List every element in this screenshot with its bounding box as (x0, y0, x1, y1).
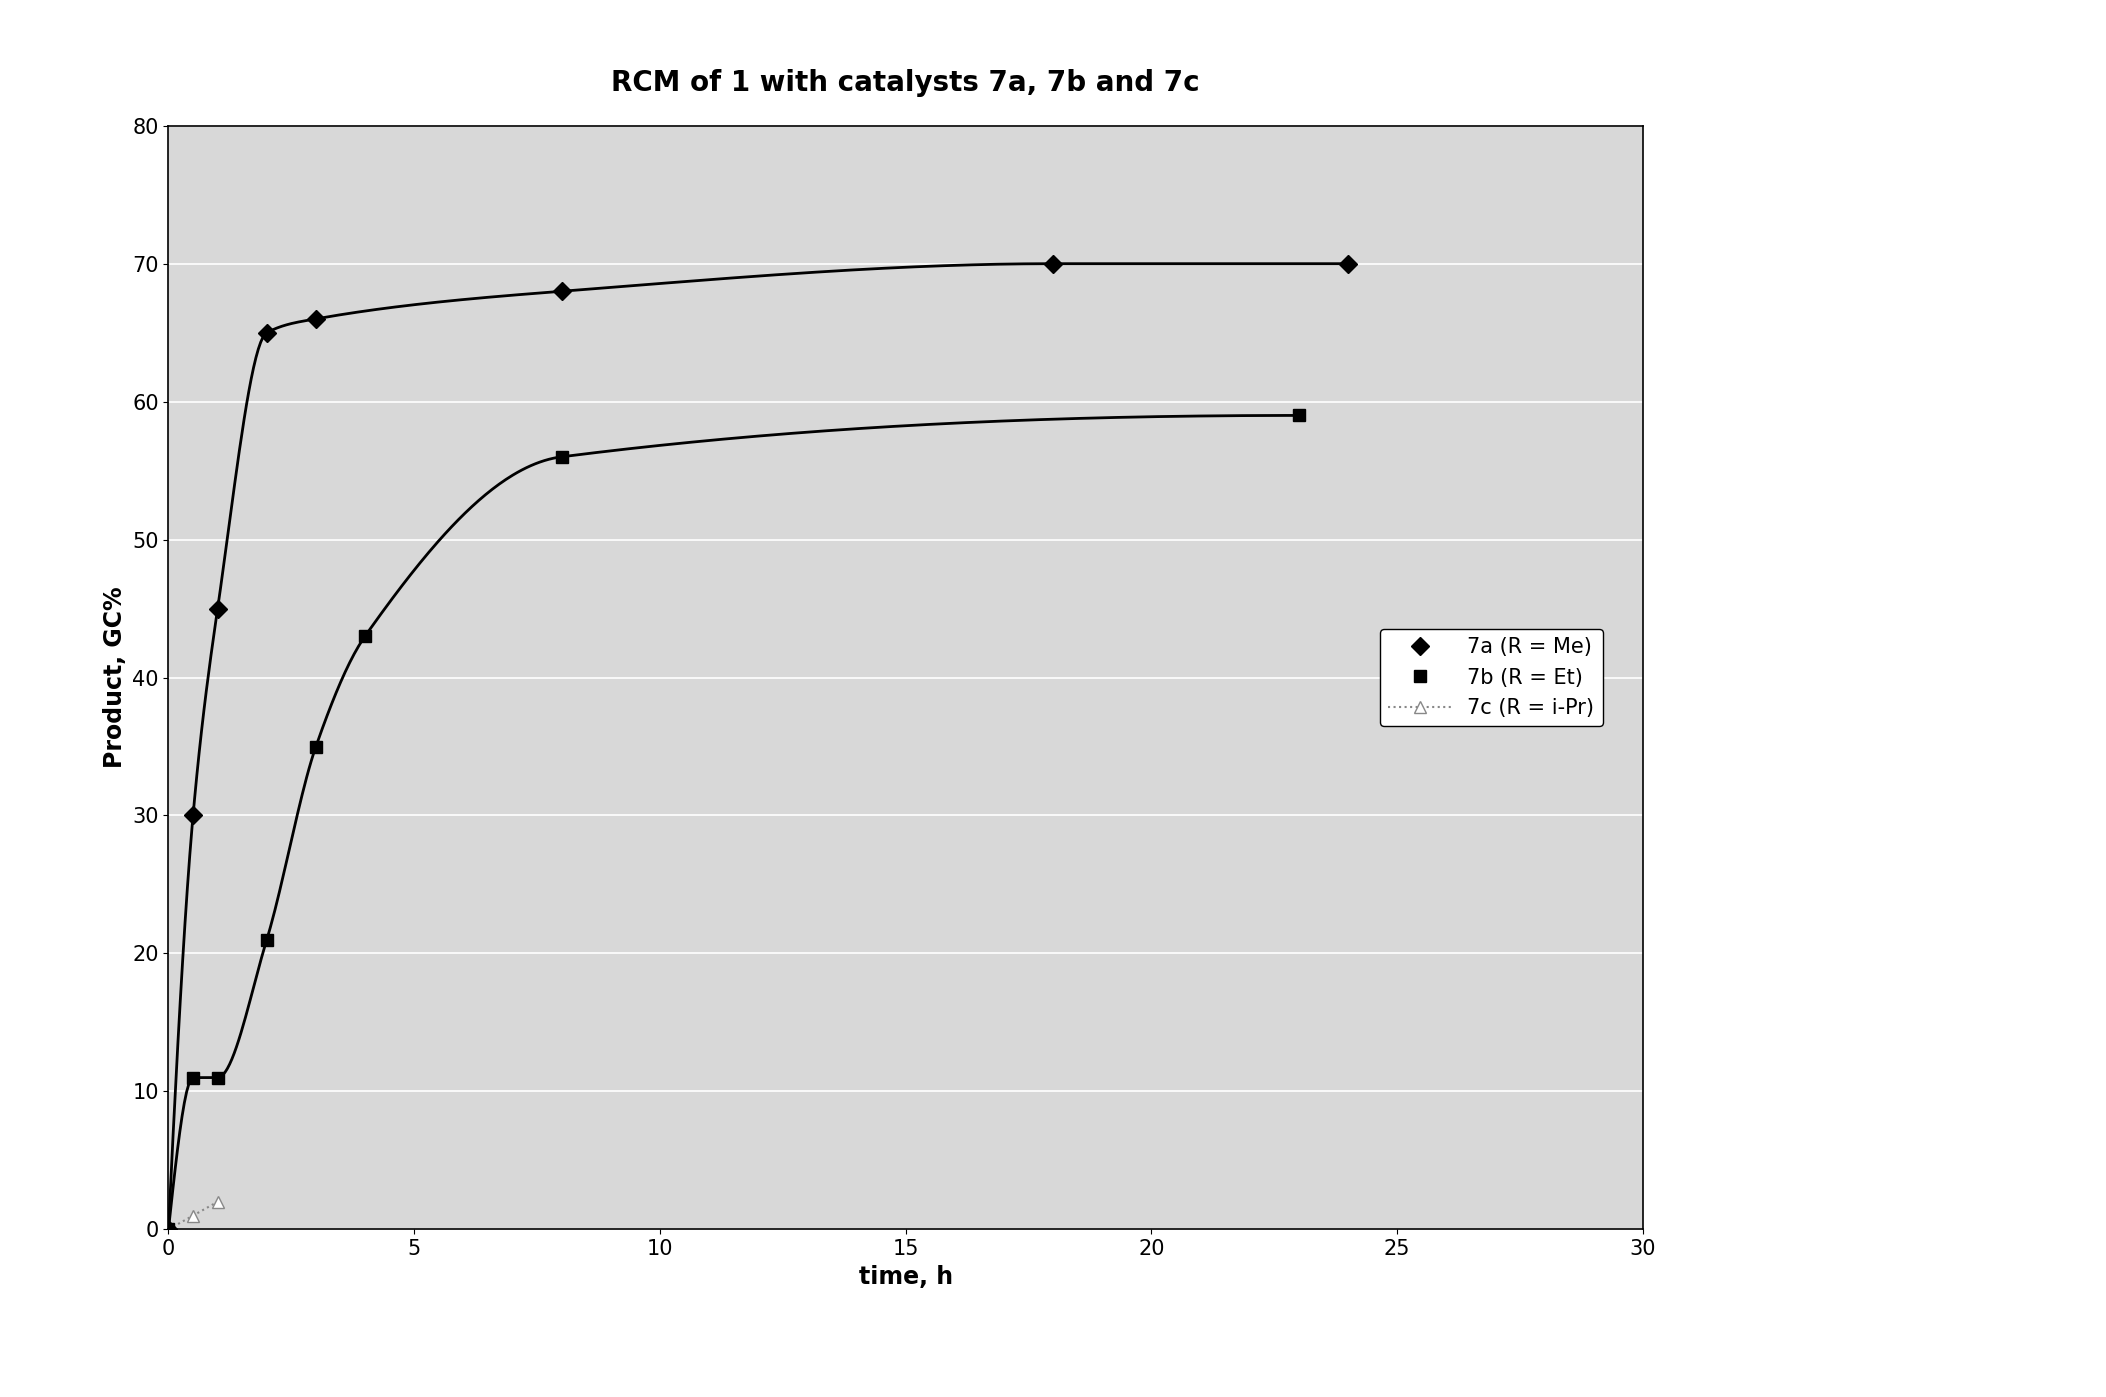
7a (R = Me) (1040, 256, 1066, 272)
X-axis label: time, h: time, h (859, 1264, 952, 1288)
Line: 7b (R = Et): 7b (R = Et) (162, 409, 1306, 1235)
7b (R = Et) (352, 627, 377, 644)
7b (R = Et) (156, 1221, 181, 1238)
7b (R = Et) (181, 1069, 206, 1085)
7a (R = Me) (303, 310, 329, 327)
7a (R = Me) (204, 601, 230, 617)
7b (R = Et) (255, 932, 280, 949)
7a (R = Me) (255, 324, 280, 341)
Title: RCM of 1 with catalysts 7a, 7b and 7c: RCM of 1 with catalysts 7a, 7b and 7c (611, 68, 1200, 96)
7c (R = i-Pr) (181, 1207, 206, 1224)
Legend: 7a (R = Me), 7b (R = Et), 7c (R = i-Pr): 7a (R = Me), 7b (R = Et), 7c (R = i-Pr) (1379, 629, 1603, 726)
7c (R = i-Pr) (156, 1221, 181, 1238)
7b (R = Et) (303, 738, 329, 754)
Line: 7c (R = i-Pr): 7c (R = i-Pr) (162, 1196, 223, 1235)
7c (R = i-Pr) (204, 1193, 230, 1210)
7a (R = Me) (181, 807, 206, 824)
7b (R = Et) (1287, 407, 1312, 423)
7a (R = Me) (1335, 256, 1360, 272)
7b (R = Et) (550, 448, 575, 465)
7b (R = Et) (204, 1069, 230, 1085)
7a (R = Me) (550, 282, 575, 300)
Y-axis label: Product, GC%: Product, GC% (103, 587, 126, 768)
7a (R = Me) (156, 1221, 181, 1238)
Line: 7a (R = Me): 7a (R = Me) (162, 257, 1354, 1235)
